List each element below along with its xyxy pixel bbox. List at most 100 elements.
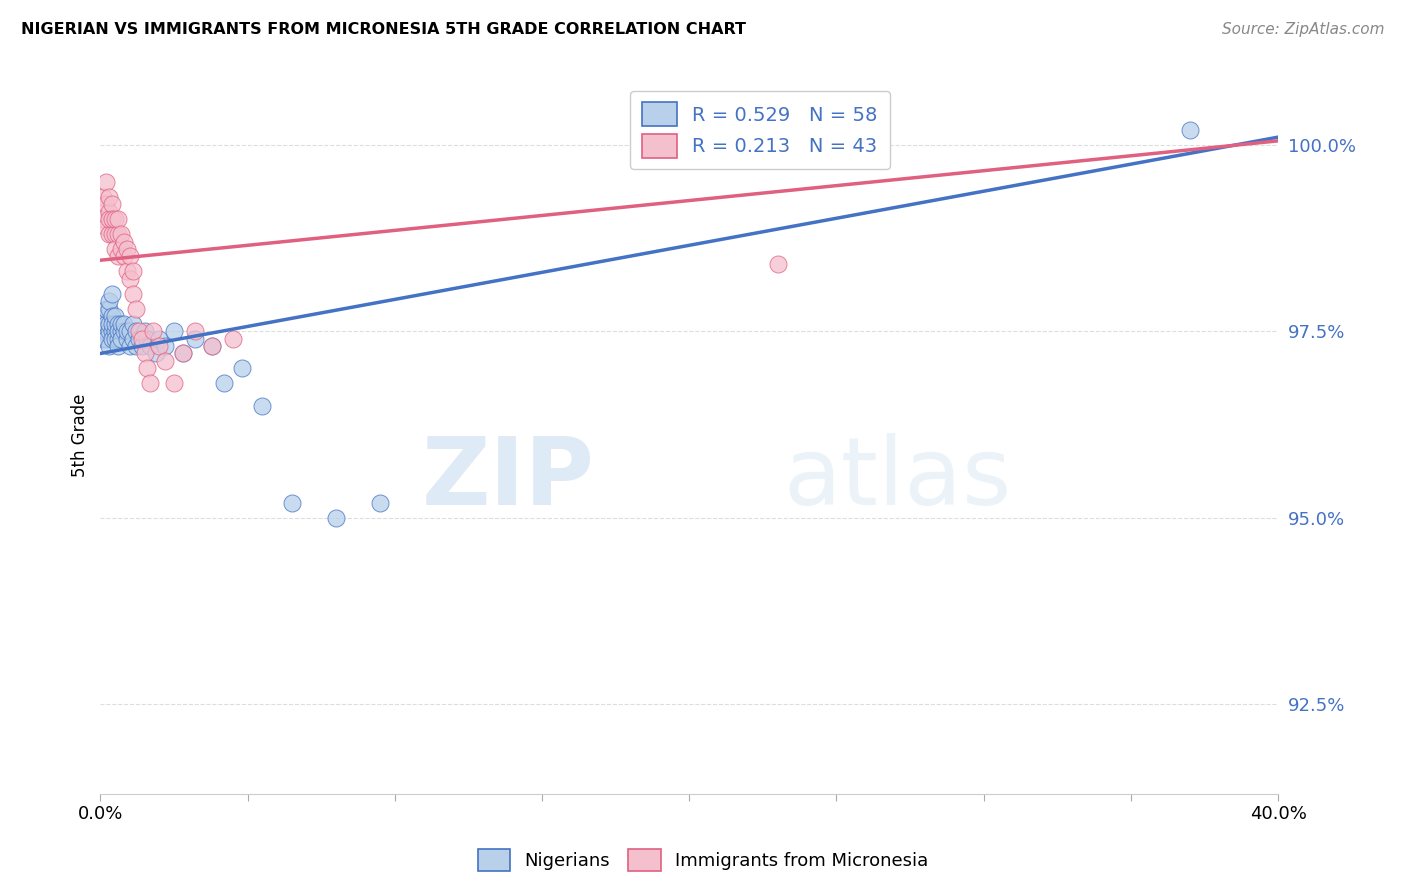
Point xyxy=(91,332,114,346)
Point xyxy=(101,324,124,338)
Point xyxy=(98,227,121,241)
Legend: R = 0.529   N = 58, R = 0.213   N = 43: R = 0.529 N = 58, R = 0.213 N = 43 xyxy=(630,91,890,169)
Point xyxy=(101,317,124,331)
Point xyxy=(98,317,121,331)
Point xyxy=(107,332,129,346)
Point xyxy=(104,317,127,331)
Point xyxy=(115,264,138,278)
Point xyxy=(107,227,129,241)
Point xyxy=(139,339,162,353)
Point xyxy=(118,272,141,286)
Point xyxy=(96,175,118,189)
Point xyxy=(96,324,118,338)
Point xyxy=(112,235,135,249)
Point xyxy=(153,354,176,368)
Point xyxy=(212,376,235,391)
Point xyxy=(136,332,159,346)
Point xyxy=(110,317,132,331)
Point xyxy=(107,250,129,264)
Point xyxy=(98,212,121,227)
Point xyxy=(107,339,129,353)
Point xyxy=(115,324,138,338)
Point xyxy=(101,309,124,323)
Point xyxy=(201,339,224,353)
Point xyxy=(101,286,124,301)
Point xyxy=(280,496,302,510)
Point xyxy=(112,317,135,331)
Point xyxy=(128,332,150,346)
Point xyxy=(121,264,143,278)
Point xyxy=(101,197,124,211)
Point xyxy=(131,332,153,346)
Point xyxy=(125,339,148,353)
Point xyxy=(98,190,121,204)
Point xyxy=(101,212,124,227)
Point xyxy=(134,324,156,338)
Point xyxy=(101,227,124,241)
Point xyxy=(172,346,194,360)
Text: atlas: atlas xyxy=(783,433,1012,524)
Point xyxy=(121,286,143,301)
Point xyxy=(112,324,135,338)
Point xyxy=(118,324,141,338)
Point xyxy=(121,317,143,331)
Point xyxy=(134,346,156,360)
Point xyxy=(252,399,274,413)
Point xyxy=(115,332,138,346)
Point xyxy=(1178,122,1201,136)
Point xyxy=(96,309,118,323)
Point xyxy=(91,190,114,204)
Point xyxy=(231,361,253,376)
Point xyxy=(148,339,170,353)
Point xyxy=(172,346,194,360)
Point xyxy=(115,242,138,256)
Point xyxy=(110,242,132,256)
Point xyxy=(136,361,159,376)
Point xyxy=(183,324,205,338)
Point xyxy=(766,257,789,271)
Text: ZIP: ZIP xyxy=(422,433,595,524)
Point xyxy=(101,332,124,346)
Point xyxy=(201,339,224,353)
Point xyxy=(91,212,114,227)
Point xyxy=(163,324,186,338)
Point xyxy=(91,324,114,338)
Text: Source: ZipAtlas.com: Source: ZipAtlas.com xyxy=(1222,22,1385,37)
Point xyxy=(163,376,186,391)
Point xyxy=(125,324,148,338)
Point xyxy=(112,250,135,264)
Text: NIGERIAN VS IMMIGRANTS FROM MICRONESIA 5TH GRADE CORRELATION CHART: NIGERIAN VS IMMIGRANTS FROM MICRONESIA 5… xyxy=(21,22,747,37)
Point xyxy=(104,242,127,256)
Point xyxy=(325,510,347,524)
Point xyxy=(128,324,150,338)
Legend: Nigerians, Immigrants from Micronesia: Nigerians, Immigrants from Micronesia xyxy=(471,842,935,879)
Point xyxy=(96,219,118,234)
Point xyxy=(104,212,127,227)
Point xyxy=(107,324,129,338)
Point xyxy=(104,309,127,323)
Point xyxy=(222,332,245,346)
Point xyxy=(107,212,129,227)
Point xyxy=(96,301,118,316)
Point xyxy=(183,332,205,346)
Point xyxy=(368,496,391,510)
Y-axis label: 5th Grade: 5th Grade xyxy=(72,394,89,477)
Point xyxy=(139,376,162,391)
Point xyxy=(153,339,176,353)
Point xyxy=(98,301,121,316)
Point xyxy=(98,204,121,219)
Point xyxy=(98,324,121,338)
Point xyxy=(96,332,118,346)
Point xyxy=(98,294,121,309)
Point xyxy=(110,324,132,338)
Point xyxy=(110,332,132,346)
Point xyxy=(118,250,141,264)
Point xyxy=(91,317,114,331)
Point xyxy=(118,339,141,353)
Point xyxy=(104,324,127,338)
Point xyxy=(131,339,153,353)
Point xyxy=(104,332,127,346)
Point xyxy=(125,301,148,316)
Point xyxy=(107,317,129,331)
Point xyxy=(142,324,165,338)
